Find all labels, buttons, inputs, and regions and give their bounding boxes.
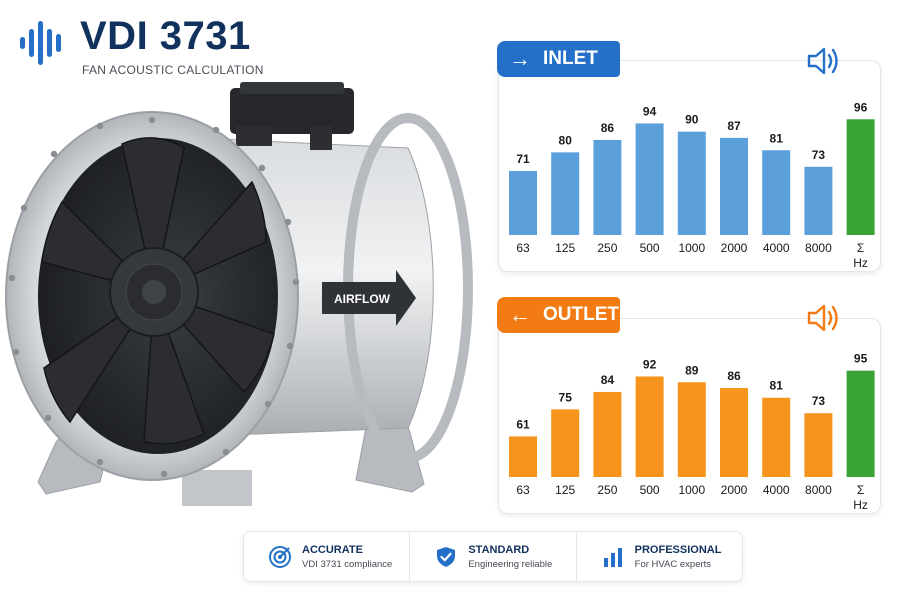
data-label-63: 71 xyxy=(516,152,530,166)
tick-label-250: 250 xyxy=(597,483,617,497)
feature-standard: STANDARD Engineering reliable xyxy=(409,532,575,581)
x-unit-label: Hz xyxy=(853,256,868,270)
bar-1000 xyxy=(677,382,706,477)
outlet-badge: ← OUTLET xyxy=(497,297,620,333)
data-label-125: 80 xyxy=(559,133,573,147)
outlet-label: OUTLET xyxy=(543,304,619,325)
tick-label-total: Σ xyxy=(857,483,864,497)
bar-125 xyxy=(551,409,580,477)
data-label-1000: 90 xyxy=(685,113,699,127)
feature-desc: For HVAC experts xyxy=(634,558,712,570)
feature-title: ACCURATE xyxy=(302,543,363,556)
tick-label-250: 250 xyxy=(597,241,617,255)
bar-8000 xyxy=(804,166,833,235)
tick-label-4000: 4000 xyxy=(763,483,790,497)
bar-4000 xyxy=(762,150,791,235)
outlet-chart-panel: 61 63 75 125 84 250 92 500 89 1000 86 2000 81 4000 73 8… xyxy=(498,318,881,514)
feature-professional: PROFESSIONAL For HVAC experts xyxy=(575,532,742,581)
inlet-bar-chart: 71 63 80 125 86 250 94 500 90 1000 87 2000 81 4000 73 8… xyxy=(509,100,875,270)
data-label-2000: 87 xyxy=(727,119,741,133)
feature-title: STANDARD xyxy=(468,543,530,556)
sound-wave-logo-icon xyxy=(20,21,61,65)
bar-63 xyxy=(509,170,537,235)
bar-1000 xyxy=(677,131,706,235)
x-unit-label: Hz xyxy=(853,498,868,512)
outlet-bar-chart: 61 63 75 125 84 250 92 500 89 1000 86 2000 81 4000 73 8… xyxy=(509,352,875,512)
tick-label-500: 500 xyxy=(640,241,660,255)
data-label-250: 84 xyxy=(601,373,615,387)
bar-500 xyxy=(635,376,664,477)
page-subtitle: FAN ACOUSTIC CALCULATION xyxy=(82,63,264,77)
speaker-icon xyxy=(807,47,838,75)
bar-125 xyxy=(551,152,580,235)
bar-63 xyxy=(509,436,537,477)
feature-title: PROFESSIONAL xyxy=(634,543,722,556)
data-label-500: 92 xyxy=(643,357,657,371)
tick-label-125: 125 xyxy=(555,241,575,255)
feature-desc: VDI 3731 compliance xyxy=(302,558,393,570)
shield-check-icon xyxy=(437,546,456,567)
tick-label-63: 63 xyxy=(516,483,530,497)
page-title: VDI 3731 xyxy=(80,14,251,58)
bar-2000 xyxy=(720,137,748,235)
bar-250 xyxy=(593,391,622,477)
tick-label-2000: 2000 xyxy=(721,241,748,255)
tick-label-1000: 1000 xyxy=(678,241,705,255)
tick-label-total: Σ xyxy=(857,241,864,255)
airflow-label: AIRFLOW xyxy=(334,292,391,306)
tick-label-2000: 2000 xyxy=(721,483,748,497)
tick-label-4000: 4000 xyxy=(763,241,790,255)
bar-8000 xyxy=(804,413,833,477)
data-label-total: 95 xyxy=(854,352,868,366)
tick-label-8000: 8000 xyxy=(805,483,832,497)
arrow-right-icon: → xyxy=(509,46,531,71)
tick-label-63: 63 xyxy=(516,241,530,255)
tick-label-8000: 8000 xyxy=(805,241,832,255)
features-footer: ACCURATE VDI 3731 compliance STANDARD En… xyxy=(243,531,743,582)
data-label-4000: 81 xyxy=(770,131,784,145)
bar-4000 xyxy=(762,397,791,477)
data-label-125: 75 xyxy=(559,390,573,404)
data-label-250: 86 xyxy=(601,121,615,135)
inlet-chart-panel: 71 63 80 125 86 250 94 500 90 1000 87 2000 81 4000 73 8… xyxy=(498,60,881,272)
data-label-63: 61 xyxy=(516,417,530,431)
arrow-left-icon: ← xyxy=(509,302,531,327)
target-icon xyxy=(269,545,291,568)
bar-500 xyxy=(635,123,664,235)
axial-fan-image: AIRFLOW xyxy=(5,82,473,506)
feature-desc: Engineering reliable xyxy=(468,558,553,570)
inlet-badge: → INLET xyxy=(497,41,620,77)
data-label-8000: 73 xyxy=(812,394,826,408)
tick-label-125: 125 xyxy=(555,483,575,497)
bar-total xyxy=(846,119,875,235)
data-label-8000: 73 xyxy=(812,148,826,162)
bar-total xyxy=(846,370,875,477)
data-label-500: 94 xyxy=(643,104,657,118)
speaker-icon xyxy=(807,304,838,332)
feature-accurate: ACCURATE VDI 3731 compliance xyxy=(244,532,409,581)
tick-label-500: 500 xyxy=(640,483,660,497)
bar-chart-icon xyxy=(603,547,622,567)
data-label-4000: 81 xyxy=(770,379,784,393)
data-label-1000: 89 xyxy=(685,363,699,377)
inlet-label: INLET xyxy=(543,48,598,69)
bar-250 xyxy=(593,139,622,235)
data-label-total: 96 xyxy=(854,100,868,114)
tick-label-1000: 1000 xyxy=(678,483,705,497)
bar-2000 xyxy=(720,388,748,477)
data-label-2000: 86 xyxy=(727,369,741,383)
